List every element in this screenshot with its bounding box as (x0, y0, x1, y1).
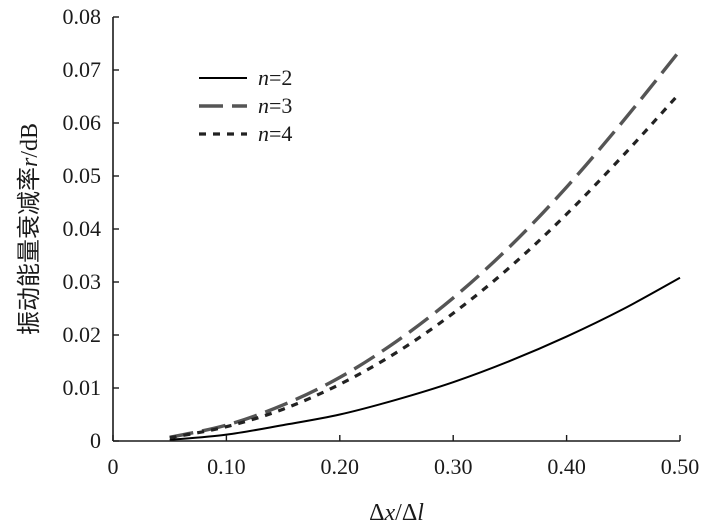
y-tick-label: 0 (90, 428, 101, 453)
legend-label: n=4 (258, 121, 292, 146)
y-tick-label: 0.02 (63, 322, 102, 347)
legend-label: n=3 (258, 93, 292, 118)
x-tick-label: 0.10 (207, 454, 246, 479)
series-line-n-2 (169, 276, 681, 441)
x-tick-label: 0 (108, 454, 119, 479)
tick-marks (112, 16, 681, 442)
y-tick-label: 0.08 (63, 4, 102, 29)
legend: n=2 n=3 n=4 (199, 65, 292, 146)
y-tick-label: 0.04 (63, 216, 102, 241)
y-tick-label: 0.03 (63, 269, 102, 294)
y-axis-title: 振动能量衰减率r/dB (16, 123, 43, 335)
legend-label: n=2 (258, 65, 292, 90)
series-line-n-4 (169, 91, 682, 440)
x-tick-label: 0.50 (661, 454, 700, 479)
y-tick-label: 0.05 (63, 163, 102, 188)
y-tick-label: 0.07 (63, 57, 102, 82)
x-tick-label: 0.40 (547, 454, 586, 479)
axes (112, 17, 680, 442)
y-tick-label: 0.06 (63, 110, 102, 135)
x-axis-title: Δx/Δl (369, 500, 424, 526)
x-tick-label: 0.20 (321, 454, 360, 479)
y-tick-label: 0.01 (63, 375, 102, 400)
series-lines (169, 49, 682, 441)
x-tick-label: 0.30 (434, 454, 473, 479)
series-line-n-3 (169, 49, 682, 439)
tick-labels: 0 0.01 0.02 0.03 0.04 0.05 0.06 0.07 0.08 0 0.10 0.… (63, 4, 700, 479)
